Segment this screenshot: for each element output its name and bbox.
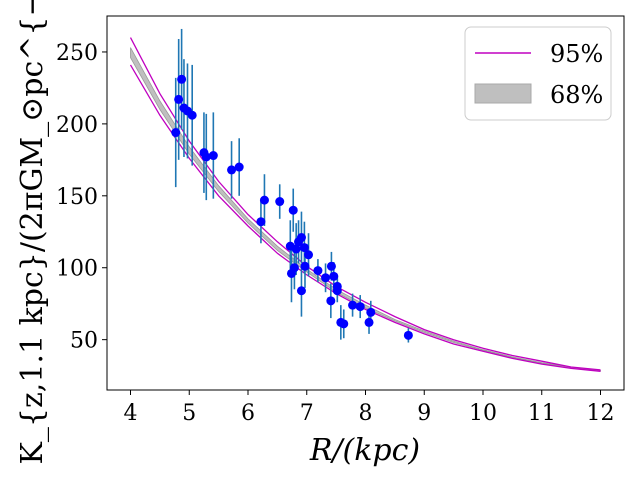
data-point — [256, 217, 266, 227]
data-points — [171, 28, 413, 343]
band-95-upper-line — [129, 37, 601, 371]
x-tick-label: 9 — [417, 401, 431, 426]
legend-95-label: 95% — [550, 40, 603, 68]
y-tick-label: 50 — [70, 329, 98, 354]
y-tick-label: 150 — [56, 185, 98, 210]
x-tick-label: 5 — [182, 401, 196, 426]
x-tick-label: 10 — [469, 401, 497, 426]
data-point — [288, 205, 298, 215]
legend: 95% 68% — [464, 26, 612, 121]
data-point — [299, 243, 309, 253]
data-point — [364, 317, 374, 327]
data-point — [348, 300, 358, 310]
data-point — [275, 197, 285, 207]
confidence-bands — [129, 37, 601, 372]
data-point — [227, 165, 237, 175]
x-tick-label: 11 — [528, 401, 556, 426]
data-point — [326, 261, 336, 271]
data-point — [329, 271, 339, 281]
data-point — [291, 244, 301, 254]
x-tick-label: 4 — [124, 401, 138, 426]
x-axis-title: R/(kpc) — [309, 433, 420, 468]
data-point — [201, 152, 211, 162]
band-95-lower-line — [129, 64, 601, 372]
data-point — [403, 330, 413, 340]
data-point — [296, 286, 306, 296]
data-point — [300, 261, 310, 271]
data-point — [321, 273, 331, 283]
data-point — [296, 233, 306, 243]
x-tick-label: 7 — [300, 401, 314, 426]
data-point — [171, 128, 181, 138]
legend-68-label: 68% — [550, 81, 603, 109]
y-tick-label: 100 — [56, 257, 98, 282]
data-point — [174, 94, 184, 104]
data-point — [187, 110, 197, 120]
x-tick-label: 6 — [241, 401, 255, 426]
y-tick-label: 250 — [56, 41, 98, 66]
data-point — [259, 195, 269, 205]
y-axis: 50 100 150 200 250 — [56, 41, 107, 354]
data-point — [313, 266, 323, 276]
data-point — [177, 74, 187, 84]
y-tick-label: 200 — [56, 113, 98, 138]
data-point — [234, 162, 244, 172]
data-point — [304, 250, 314, 260]
y-axis-title: K_{z,1.1 kpc}/(2πGM_⊙pc^{−2}) — [15, 0, 50, 465]
x-tick-label: 12 — [587, 401, 615, 426]
data-point — [326, 296, 336, 306]
data-point — [332, 286, 342, 296]
data-point — [208, 151, 218, 161]
data-point — [366, 307, 376, 317]
data-point — [355, 302, 365, 312]
x-tick-label: 8 — [359, 401, 373, 426]
data-point — [289, 263, 299, 273]
x-axis: 4 5 6 7 8 9 10 11 12 — [124, 390, 615, 426]
legend-68-swatch — [474, 83, 532, 104]
data-point — [339, 319, 349, 329]
